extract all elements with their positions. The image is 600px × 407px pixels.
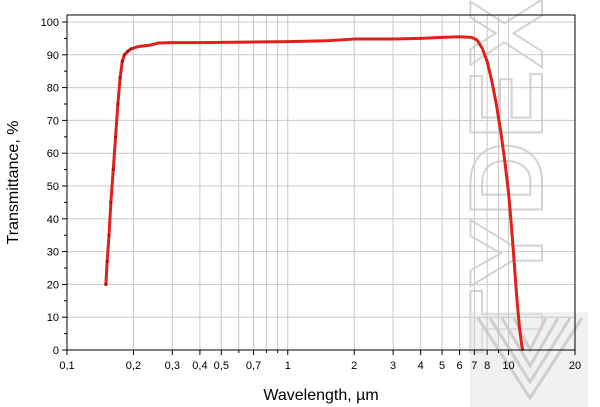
plot-frame bbox=[66, 14, 576, 351]
watermark-emblem-stroke bbox=[476, 317, 584, 401]
data-point bbox=[118, 76, 122, 80]
y-tick-label: 10 bbox=[47, 312, 59, 324]
watermark-emblem-stroke bbox=[500, 317, 560, 369]
watermark: TYDEX bbox=[448, 0, 588, 407]
data-point bbox=[129, 47, 133, 51]
y-axis-title: Transmittance, % bbox=[5, 121, 22, 245]
x-tick-label: 2 bbox=[351, 360, 357, 372]
data-point bbox=[104, 282, 108, 286]
x-tick-label: 4 bbox=[418, 360, 424, 372]
series-layer bbox=[104, 35, 525, 351]
x-tick-label: 0,1 bbox=[59, 360, 74, 372]
y-tick-label: 60 bbox=[47, 148, 59, 160]
x-tick-label: 0,5 bbox=[214, 360, 229, 372]
y-tick-label: 40 bbox=[47, 214, 59, 226]
y-tick-label: 50 bbox=[47, 181, 59, 193]
y-tick-label: 0 bbox=[53, 345, 59, 357]
x-tick-label: 20 bbox=[569, 360, 581, 372]
y-tick-label: 30 bbox=[47, 247, 59, 259]
plot-border bbox=[66, 14, 576, 351]
watermark-emblem-icon bbox=[470, 312, 588, 407]
x-tick-label: 1 bbox=[285, 360, 291, 372]
x-tick-label: 8 bbox=[484, 360, 490, 372]
x-tick-label: 3 bbox=[390, 360, 396, 372]
data-point bbox=[107, 233, 111, 237]
x-tick-label: 0,4 bbox=[192, 360, 207, 372]
x-tick-label: 0,7 bbox=[246, 360, 261, 372]
x-tick-label: 0,3 bbox=[165, 360, 180, 372]
transmittance-line bbox=[104, 35, 525, 351]
y-tick-label: 20 bbox=[47, 279, 59, 291]
data-point bbox=[113, 135, 118, 139]
y-tick-label: 80 bbox=[47, 83, 59, 95]
y-tick-label: 90 bbox=[47, 50, 59, 62]
watermark-emblem-stroke bbox=[488, 317, 572, 385]
x-tick-label: 7 bbox=[471, 360, 477, 372]
grid bbox=[67, 15, 575, 350]
x-tick-label: 6 bbox=[457, 360, 463, 372]
y-tick-label: 70 bbox=[47, 115, 59, 127]
data-point bbox=[111, 168, 115, 172]
tick-labels: 0,1 0,2 0,3 0,4 0,5 0,7 1 2 3 4 5 6 7 8 10 20 0 10 20 30 40 5… bbox=[41, 17, 581, 372]
watermark-emblem-block bbox=[470, 312, 588, 407]
data-point bbox=[109, 200, 113, 204]
data-point bbox=[125, 49, 130, 54]
data-point bbox=[122, 53, 127, 57]
data-point bbox=[105, 259, 109, 264]
x-axis-title: Wavelength, µm bbox=[263, 387, 378, 404]
ticks bbox=[62, 21, 576, 355]
x-tick-label: 5 bbox=[439, 360, 445, 372]
data-point bbox=[120, 59, 124, 63]
x-tick-label: 10 bbox=[502, 360, 514, 372]
x-tick-label: 0,2 bbox=[126, 360, 141, 372]
data-point bbox=[116, 102, 120, 106]
y-tick-label: 100 bbox=[41, 17, 59, 29]
